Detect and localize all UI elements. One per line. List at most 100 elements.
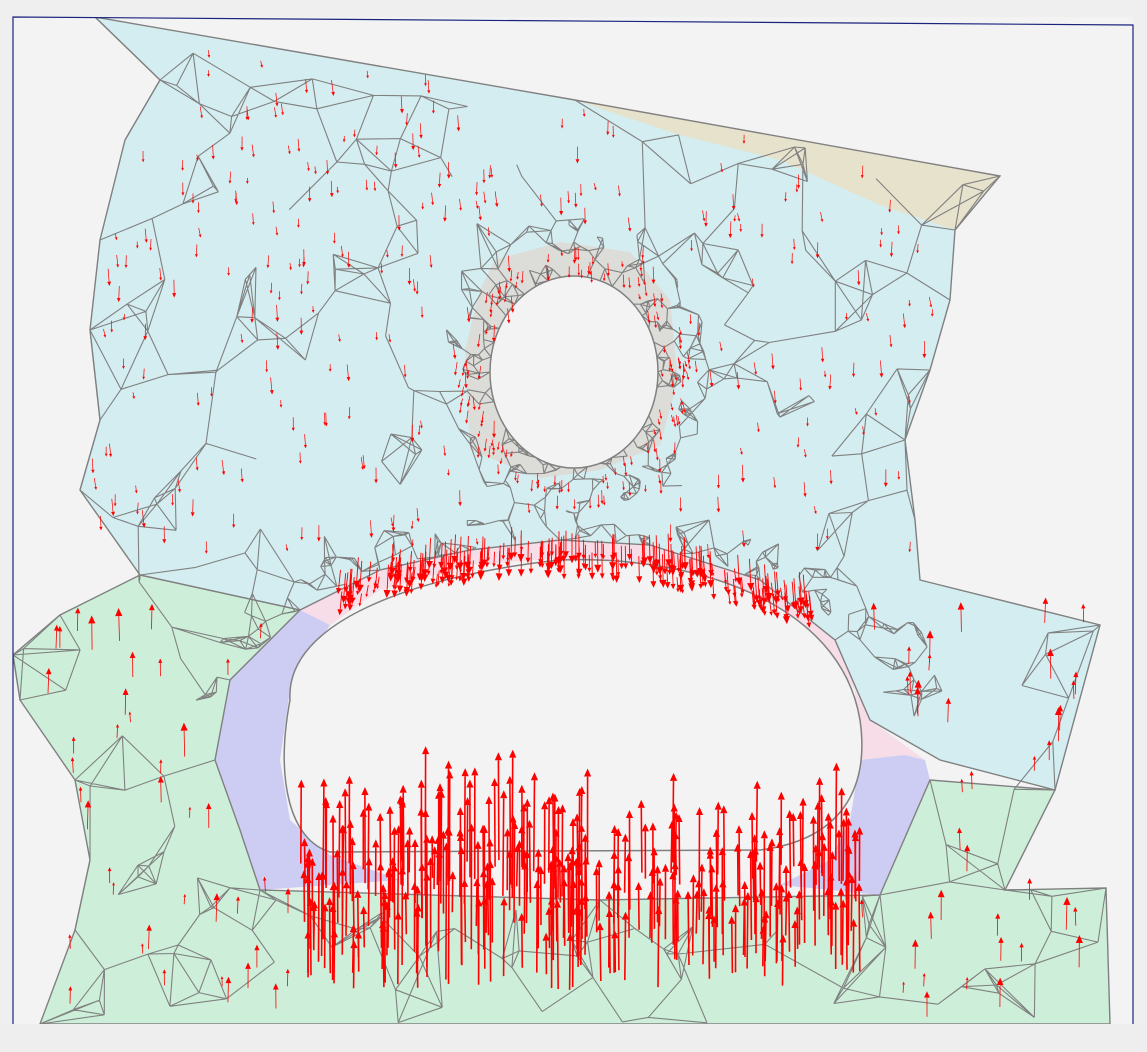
force-vector xyxy=(183,893,187,905)
force-vector xyxy=(669,772,678,863)
force-vector xyxy=(960,778,964,793)
force-vector xyxy=(1081,603,1086,623)
force-vector xyxy=(171,494,174,506)
force-vector xyxy=(804,449,807,458)
force-vector xyxy=(484,547,490,568)
force-vector xyxy=(641,823,649,879)
force-vector xyxy=(646,534,654,564)
force-vector xyxy=(509,269,513,282)
force-vector xyxy=(660,370,664,378)
force-vector xyxy=(494,191,499,208)
force-vector xyxy=(180,722,188,757)
force-vector xyxy=(109,443,113,458)
force-vector xyxy=(897,471,901,480)
force-vector xyxy=(411,539,414,547)
force-vector xyxy=(670,803,678,880)
force-vector xyxy=(684,360,688,368)
force-vector xyxy=(782,893,790,936)
force-vector xyxy=(866,313,870,322)
force-vector xyxy=(556,858,564,903)
force-vector xyxy=(851,833,860,899)
force-vector xyxy=(245,962,251,989)
force-vector xyxy=(927,911,934,939)
force-vector xyxy=(679,497,683,513)
force-vector xyxy=(520,270,524,284)
force-vector xyxy=(842,807,851,900)
force-vector xyxy=(769,599,773,616)
force-vector xyxy=(676,577,680,593)
force-vector xyxy=(346,568,354,603)
force-vector xyxy=(828,374,832,390)
force-vector xyxy=(497,281,501,295)
force-vector xyxy=(291,417,295,432)
force-vector xyxy=(103,328,107,338)
force-vector xyxy=(678,335,682,350)
force-vector xyxy=(250,307,254,323)
force-vector xyxy=(259,622,263,639)
force-vector xyxy=(410,424,415,443)
force-vector xyxy=(837,887,845,956)
force-vector xyxy=(889,241,894,258)
force-vector xyxy=(409,572,413,585)
force-vector xyxy=(716,474,721,489)
force-vector xyxy=(540,194,543,207)
force-vector xyxy=(815,533,820,552)
force-vector xyxy=(207,50,211,58)
force-vector xyxy=(545,796,553,873)
force-vector xyxy=(593,183,597,191)
force-vector xyxy=(129,651,136,678)
force-vector xyxy=(671,414,674,423)
force-vector xyxy=(659,409,663,420)
force-vector xyxy=(690,239,693,252)
force-vector xyxy=(709,370,714,388)
force-vector xyxy=(630,456,633,466)
force-vector xyxy=(752,590,757,610)
force-vector xyxy=(360,906,368,948)
force-vector xyxy=(606,121,610,136)
force-vector xyxy=(460,551,467,581)
force-vector xyxy=(110,320,114,333)
force-vector xyxy=(308,857,316,911)
force-vector xyxy=(132,392,136,400)
force-vector xyxy=(658,474,661,484)
force-vector xyxy=(704,211,708,228)
force-vector xyxy=(439,830,447,914)
force-vector xyxy=(375,145,379,156)
force-vector xyxy=(489,309,493,318)
force-vector xyxy=(996,977,1004,1008)
force-vector xyxy=(670,373,674,388)
force-vector xyxy=(559,197,564,216)
force-vector xyxy=(311,306,315,313)
force-vector xyxy=(516,474,519,484)
force-vector xyxy=(998,936,1004,961)
force-vector xyxy=(434,835,442,886)
force-vector xyxy=(736,372,741,390)
force-vector xyxy=(670,403,674,411)
force-vector xyxy=(806,417,809,427)
force-vector xyxy=(545,906,553,949)
force-vector xyxy=(135,241,139,249)
force-vector xyxy=(331,80,335,96)
force-vector xyxy=(403,364,407,378)
force-vector xyxy=(472,396,476,411)
force-vector xyxy=(518,784,526,868)
force-vector xyxy=(407,551,413,573)
force-vector xyxy=(464,371,468,389)
force-vector xyxy=(580,269,584,279)
force-vector xyxy=(514,471,517,481)
force-vector xyxy=(574,192,578,208)
force-vector xyxy=(225,976,232,1003)
force-vector xyxy=(764,575,770,599)
force-vector xyxy=(285,968,290,987)
force-vector xyxy=(792,578,799,610)
force-vector xyxy=(708,551,714,577)
force-vector xyxy=(278,291,281,301)
force-vector xyxy=(625,853,633,938)
force-vector xyxy=(443,205,447,222)
force-vector xyxy=(477,551,483,570)
force-vector xyxy=(851,362,856,378)
force-vector xyxy=(394,911,402,985)
force-vector xyxy=(78,786,83,803)
